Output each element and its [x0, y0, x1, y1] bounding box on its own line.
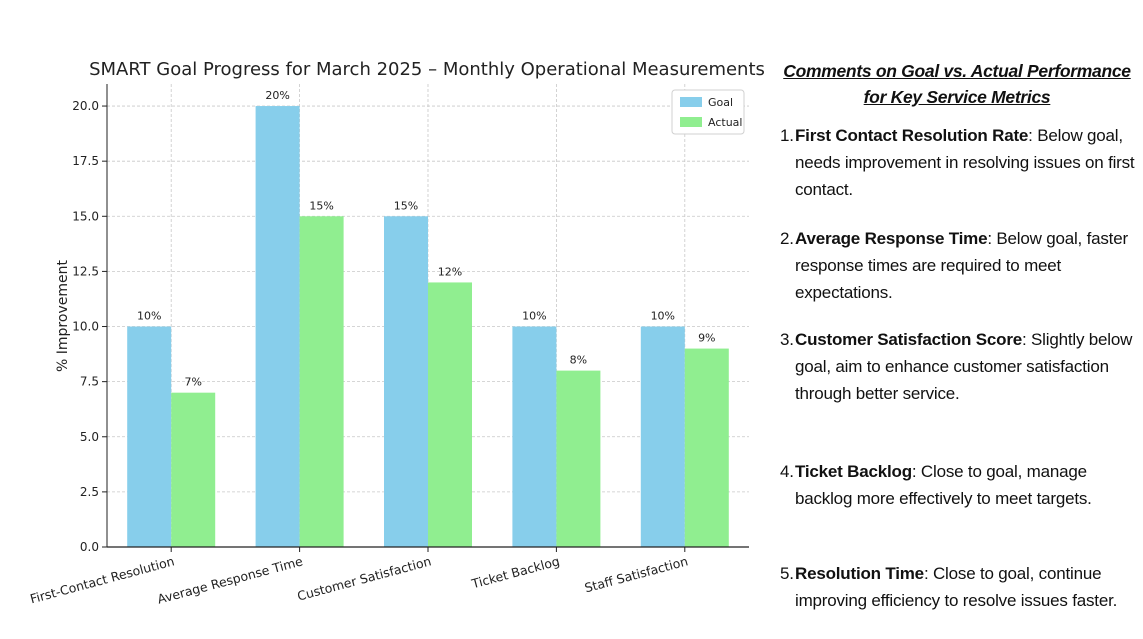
y-tick-label: 7.5 — [80, 375, 99, 389]
actual-bar — [684, 348, 729, 547]
comment-body: Resolution Time: Close to goal, continue… — [795, 560, 1136, 614]
actual-value-label: 8% — [570, 354, 587, 367]
comment-term: Average Response Time — [795, 229, 988, 248]
comment-text: : Slightly below goal, aim to enhance cu… — [795, 330, 1133, 403]
comment-item: 3. Customer Satisfaction Score: Slightly … — [778, 326, 1136, 407]
comment-term: Customer Satisfaction Score — [795, 330, 1022, 349]
actual-bar — [299, 216, 344, 548]
comment-number: 4. — [780, 462, 794, 481]
actual-value-label: 9% — [698, 332, 715, 345]
legend: Goal Actual — [671, 89, 745, 135]
y-tick-label: 17.5 — [72, 154, 99, 168]
comment-item: 5. Resolution Time: Close to goal, contin… — [778, 560, 1136, 614]
bar-value-labels: 10% 20% 15% 10% 10% 7% 15% 12% 8% 9% — [137, 89, 716, 389]
goal-bar — [127, 326, 172, 547]
actual-value-label: 15% — [309, 199, 333, 212]
x-tick-label: Ticket Backlog — [469, 553, 561, 591]
goal-value-label: 10% — [522, 310, 546, 323]
y-tick-label: 20.0 — [72, 99, 99, 113]
y-tick-label: 10.0 — [72, 320, 99, 334]
comment-number: 5. — [780, 564, 794, 583]
y-tick-label: 15.0 — [72, 209, 99, 223]
comment-text: : Close to goal, continue improving effi… — [795, 564, 1118, 610]
goal-value-label: 15% — [394, 199, 418, 212]
comment-number: 3. — [780, 330, 794, 349]
legend-label: Goal — [708, 96, 733, 109]
chart-title: SMART Goal Progress for March 2025 – Mon… — [89, 59, 765, 80]
actual-bar — [428, 282, 472, 547]
comment-term: Resolution Time — [795, 564, 924, 583]
x-tick-label: Staff Satisfaction — [583, 553, 690, 595]
actual-bar — [171, 392, 216, 547]
comment-item: 2. Average Response Time: Below goal, fas… — [778, 225, 1136, 306]
goal-value-label: 10% — [137, 310, 161, 323]
comments-panel: Comments on Goal vs. Actual Performance … — [778, 58, 1136, 610]
comment-number: 1. — [780, 126, 794, 145]
goal-bar — [255, 106, 300, 548]
comment-text: : Below goal, faster response times are … — [795, 229, 1128, 302]
bars — [127, 106, 729, 548]
y-tick-label: 0.0 — [80, 540, 99, 554]
comment-number: 2. — [780, 229, 794, 248]
comment-text: : Below goal, needs improvement in resol… — [795, 126, 1135, 199]
x-tick-label: First-Contact Resolution — [28, 553, 176, 606]
goal-value-label: 20% — [265, 89, 289, 102]
x-tick-label: Customer Satisfaction — [296, 553, 433, 603]
comment-item: 4. Ticket Backlog: Close to goal, manage … — [778, 458, 1136, 512]
legend-label: Actual — [708, 116, 742, 129]
comment-item: 1. First Contact Resolution Rate: Below g… — [778, 122, 1136, 203]
comment-term: Ticket Backlog — [795, 462, 912, 481]
bar-chart: SMART Goal Progress for March 2025 – Mon… — [28, 59, 765, 607]
y-tick-label: 12.5 — [72, 264, 99, 278]
goal-bar — [384, 216, 428, 548]
y-tick-label: 2.5 — [80, 485, 99, 499]
comment-body: Average Response Time: Below goal, faste… — [795, 225, 1136, 306]
comment-text: : Close to goal, manage backlog more eff… — [795, 462, 1092, 508]
comment-term: First Contact Resolution Rate — [795, 126, 1029, 145]
goal-bar — [512, 326, 557, 547]
actual-bar — [556, 370, 601, 547]
comments-title: Comments on Goal vs. Actual Performance … — [783, 61, 1131, 107]
goal-bar — [640, 326, 685, 547]
goal-value-label: 10% — [651, 310, 675, 323]
legend-swatch — [680, 97, 702, 107]
legend-swatch — [680, 117, 702, 127]
comment-body: Ticket Backlog: Close to goal, manage ba… — [795, 458, 1136, 512]
comment-body: Customer Satisfaction Score: Slightly be… — [795, 326, 1136, 407]
actual-value-label: 7% — [184, 376, 201, 389]
comment-body: First Contact Resolution Rate: Below goa… — [795, 122, 1136, 203]
actual-value-label: 12% — [438, 265, 462, 278]
y-tick-label: 5.0 — [80, 430, 99, 444]
y-axis-label: % Improvement — [55, 260, 71, 372]
x-tick-label: Average Response Time — [156, 553, 305, 606]
